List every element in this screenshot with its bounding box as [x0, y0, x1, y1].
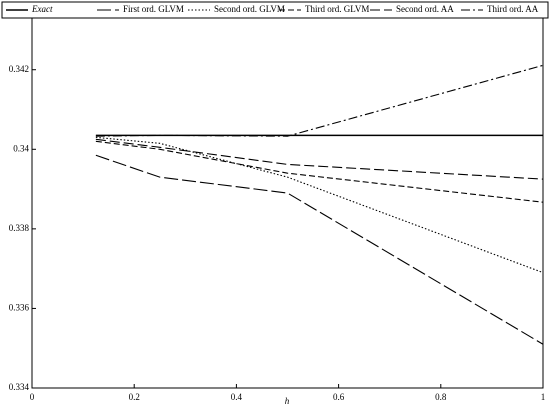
series-line [95, 136, 544, 274]
y-tick-label: 0.342 [9, 64, 29, 74]
legend-label: Third ord. AA [487, 4, 539, 14]
x-axis-label: h [285, 396, 290, 406]
legend-label: First ord. GLVM [123, 4, 184, 14]
series-line [95, 140, 544, 203]
legend-box [1, 1, 549, 19]
x-tick-label: 0 [30, 392, 35, 402]
y-tick-label: 0.34 [13, 143, 29, 153]
legend-label: Third ord. GLVM [305, 4, 369, 14]
series-line [95, 64, 544, 137]
series-line [95, 138, 544, 180]
y-tick-label: 0.338 [9, 223, 30, 233]
series-line [95, 154, 544, 345]
y-tick-label: 0.334 [9, 382, 30, 392]
x-tick-label: 0.4 [231, 392, 243, 402]
x-tick-label: 0.6 [333, 392, 345, 402]
x-tick-label: 1 [541, 392, 546, 402]
legend-label: Exact [31, 4, 53, 14]
legend-label: Second ord. GLVM [214, 4, 285, 14]
plot-frame [31, 17, 544, 389]
x-tick-label: 0.2 [129, 392, 140, 402]
x-tick-label: 0.8 [435, 392, 447, 402]
y-tick-label: 0.336 [9, 302, 30, 312]
legend-label: Second ord. AA [396, 4, 454, 14]
